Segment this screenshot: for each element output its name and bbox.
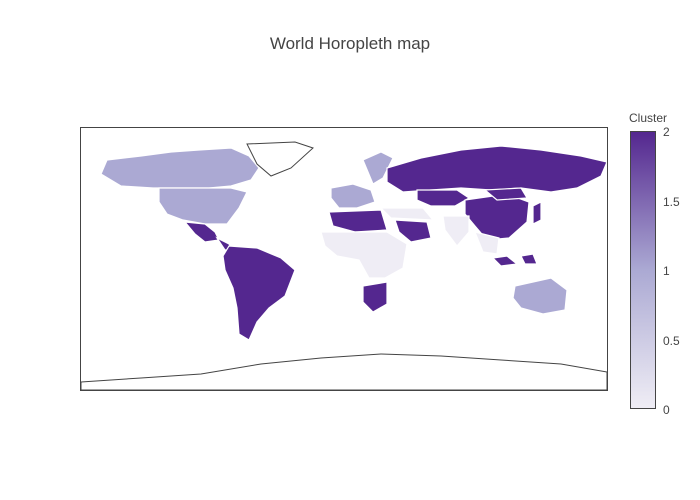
colorbar <box>630 131 656 409</box>
region-southern-africa[interactable] <box>362 281 388 313</box>
map-title: World Horopleth map <box>269 34 431 53</box>
region-australia[interactable] <box>512 277 568 315</box>
region-mongolia[interactable] <box>483 187 529 201</box>
region-western-europe[interactable] <box>330 183 376 209</box>
region-antarctica[interactable] <box>81 353 607 390</box>
region-india[interactable] <box>442 215 470 247</box>
region-saudi-arabia[interactable] <box>394 219 432 243</box>
region-japan[interactable] <box>532 201 542 225</box>
region-indonesia[interactable] <box>491 253 538 267</box>
region-south-america[interactable] <box>222 245 296 341</box>
region-middle-east[interactable] <box>379 207 435 221</box>
map-frame[interactable] <box>80 127 608 391</box>
region-russia[interactable] <box>386 145 607 193</box>
region-greenland[interactable] <box>246 141 314 177</box>
region-north-africa[interactable] <box>328 209 388 233</box>
map-regions <box>81 141 607 390</box>
region-canada[interactable] <box>100 147 260 189</box>
colorbar-tick-label: 2 <box>663 125 670 139</box>
colorbar-tick-label: 0.5 <box>663 334 680 348</box>
world-map[interactable] <box>81 128 607 390</box>
colorbar-tick-label: 1 <box>663 264 670 278</box>
region-kazakhstan[interactable] <box>416 189 471 207</box>
colorbar-tick-label: 0 <box>663 403 670 417</box>
region-mexico[interactable] <box>183 221 220 243</box>
colorbar-tick-label: 1.5 <box>663 195 680 209</box>
colorbar-title: Cluster <box>629 111 668 125</box>
region-united-states[interactable] <box>158 187 248 225</box>
region-sub-saharan-africa[interactable] <box>320 231 408 279</box>
region-southeast-asia[interactable] <box>474 231 500 255</box>
region-china[interactable] <box>464 193 530 241</box>
